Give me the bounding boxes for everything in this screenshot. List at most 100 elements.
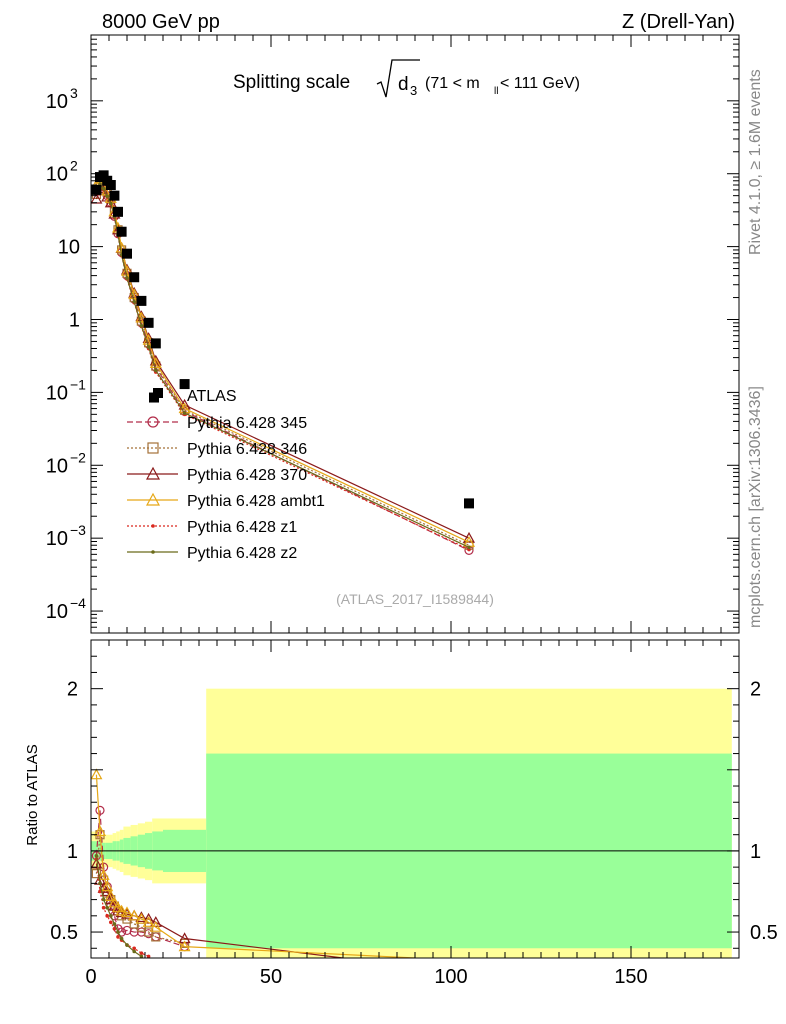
ratio-point-5 [101, 905, 106, 910]
ratio-point-6 [105, 905, 109, 910]
y-tick-exponent: −3 [70, 522, 86, 538]
ratio-point-6 [116, 930, 120, 934]
data-point [116, 226, 127, 237]
y-tick-exponent: 3 [70, 85, 78, 101]
ratio-y-tick-label-right: 0.5 [750, 922, 778, 944]
title-range-sub: ll [494, 86, 498, 97]
data-point [122, 248, 132, 259]
data-point [464, 498, 474, 509]
ratio-axis-label: Ratio to ATLAS [24, 744, 41, 845]
data-point [150, 338, 161, 349]
data-point [98, 170, 109, 181]
ratio-point-5 [116, 935, 120, 939]
ratio-point-5 [146, 954, 151, 958]
ratio-point-4 [97, 869, 110, 880]
ratio-point-2 [151, 932, 161, 942]
title-main: Splitting scale [233, 72, 350, 93]
series-point-6 [125, 276, 129, 280]
title-range-post: < 111 GeV) [500, 75, 580, 92]
y-tick-label: 10 [46, 601, 68, 623]
ratio-point-5 [112, 926, 117, 931]
ratio-point-4 [142, 916, 155, 927]
y-tick-label: 10 [46, 91, 68, 113]
ratio-point-3 [142, 912, 155, 924]
ratio-point-4 [101, 880, 114, 892]
ratio-point-5 [132, 946, 136, 951]
analysis-id-label: (ATLAS_2017_I1589844) [336, 591, 494, 607]
x-tick-label: 0 [85, 966, 96, 988]
header-process-label: Z (Drell-Yan) [622, 11, 735, 33]
main-plot-frame [90, 34, 740, 634]
ratio-point-4 [108, 896, 121, 908]
ratio-point-2 [91, 869, 102, 879]
ratio-line-5 [95, 858, 149, 957]
data-point [105, 180, 116, 191]
legend-label-4: Pythia 6.428 ambt1 [187, 493, 325, 510]
legend-label-3: Pythia 6.428 370 [187, 467, 307, 484]
ratio-point-6 [98, 881, 102, 886]
chart-title: Splitting scale d 3 (71 < m ll < 111 GeV… [233, 59, 580, 98]
ratio-y-tick-label: 0.5 [50, 922, 78, 944]
legend-label-1: Pythia 6.428 345 [187, 415, 307, 432]
ratio-series-group [91, 768, 416, 958]
legend-marker-6 [151, 550, 155, 554]
ratio-point-4 [115, 904, 128, 916]
legend-marker-2 [147, 442, 159, 454]
legend-marker-3 [145, 466, 161, 480]
ratio-point-1 [95, 805, 105, 815]
y-tick-label: 1 [69, 309, 80, 331]
legend: ATLAS Pythia 6.428 345 Pythia 6.428 346 Pyt… [127, 388, 325, 562]
legend-marker-atlas [153, 388, 163, 398]
title-range-pre: (71 < m [425, 75, 480, 92]
ratio-point-3 [91, 857, 103, 869]
ratio-point-3 [149, 916, 162, 927]
data-point [129, 272, 140, 283]
x-tick-label: 150 [614, 966, 647, 988]
legend-label-atlas: ATLAS [187, 388, 237, 405]
ratio-point-5 [98, 889, 102, 894]
y-tick-label: 10 [46, 455, 68, 477]
series-point-6 [146, 345, 151, 349]
ratio-point-6 [139, 954, 144, 958]
legend-label-6: Pythia 6.428 z2 [187, 545, 297, 562]
series-point-6 [109, 201, 113, 206]
y-tick-exponent: 2 [70, 158, 78, 174]
ratio-y-tick-label: 2 [67, 679, 78, 701]
y-tick-exponent: −2 [70, 449, 86, 465]
series-point-6 [132, 299, 136, 304]
ratio-point-4 [93, 825, 107, 837]
ratio-point-2 [144, 927, 154, 937]
y-tick-label: 10 [46, 528, 68, 550]
series-point-6 [101, 187, 106, 191]
mcplots-label: mcplots.cern.ch [arXiv:1306.3436] [747, 386, 764, 628]
ratio-point-4 [104, 890, 117, 901]
data-point [113, 206, 123, 217]
ratio-point-4 [120, 906, 134, 918]
ratio-point-4 [149, 920, 162, 932]
ratio-point-6 [112, 922, 117, 926]
ratio-y-tick-label-right: 2 [750, 679, 761, 701]
y-tick-label: 10 [58, 237, 80, 259]
x-tick-label: 100 [434, 966, 467, 988]
y-tick-exponent: −1 [70, 376, 86, 392]
ratio-point-6 [132, 949, 136, 954]
ratio-point-6 [119, 936, 124, 941]
ratio-point-5 [105, 914, 109, 918]
legend-marker-4 [145, 492, 161, 506]
series-point-6 [139, 323, 144, 328]
ratio-y-tick-label: 1 [67, 841, 78, 863]
series-point-4 [120, 264, 134, 276]
title-symbol: d [398, 74, 409, 95]
series-point-6 [105, 194, 109, 199]
ratio-point-4 [91, 768, 103, 780]
ratio-y-tick-label-right: 1 [750, 841, 761, 863]
series-point-6 [467, 545, 471, 550]
ratio-point-5 [109, 920, 113, 925]
main-series-group [91, 170, 476, 555]
ratio-point-6 [125, 943, 129, 947]
ratio-point-4 [128, 909, 141, 921]
rivet-version-label: Rivet 4.1.0, ≥ 1.6M events [747, 69, 764, 255]
legend-marker-1 [147, 416, 159, 428]
